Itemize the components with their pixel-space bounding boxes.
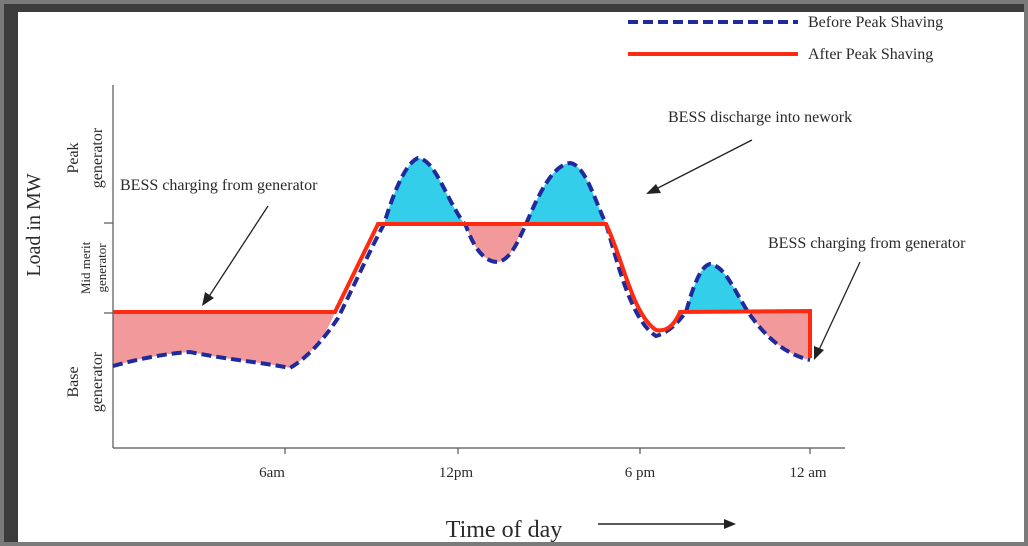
x-tick-label-12am: 12 am (789, 465, 826, 481)
x-axis-title: Time of day (446, 517, 562, 543)
annotation-charging-left-arrow (202, 205, 269, 306)
annotation-discharge-arrow (646, 139, 753, 194)
discharge-area-peak-2 (526, 163, 606, 224)
y-band-mid-merit: Mid merit generator (78, 241, 109, 294)
charging-area-night (748, 311, 810, 360)
y-band-base-line1: Base (65, 366, 82, 397)
annotation-charging-left: BESS charging from generator (120, 177, 318, 194)
axes (104, 85, 845, 454)
charging-area-base (113, 312, 335, 368)
y-band-peak-line1: Peak (65, 142, 82, 173)
legend-before-label: Before Peak Shaving (808, 14, 943, 31)
legend: Before Peak Shaving After Peak Shaving (628, 14, 943, 63)
annotation-charging-right-arrow (814, 261, 861, 360)
y-band-base: Base generator (65, 351, 106, 412)
annotation-charging-right: BESS charging from generator (768, 235, 966, 252)
x-tick-label-6am: 6am (259, 465, 285, 481)
annotation-discharge: BESS discharge into nework (668, 109, 852, 126)
after-peak-shaving-line (113, 222, 812, 358)
x-tick-label-6pm: 6 pm (625, 465, 656, 481)
x-axis-arrow (598, 519, 736, 529)
charging-regions (113, 226, 810, 368)
discharge-area-peak-1 (384, 158, 466, 226)
legend-after-label: After Peak Shaving (808, 46, 933, 63)
y-band-base-line2: generator (89, 351, 106, 412)
y-band-mid-line1: Mid merit (78, 241, 93, 294)
diagram-canvas (18, 12, 1024, 542)
y-axis-title: Load in MW (23, 173, 45, 276)
y-band-peak: Peak generator (65, 127, 106, 188)
y-band-mid-line2: generator (94, 243, 109, 293)
discharge-area-peak-3 (686, 264, 748, 312)
discharge-regions (384, 158, 748, 312)
y-band-peak-line2: generator (89, 127, 106, 188)
charging-area-midday (466, 226, 522, 262)
x-tick-label-12pm: 12pm (439, 465, 474, 481)
window-frame (4, 4, 1024, 542)
